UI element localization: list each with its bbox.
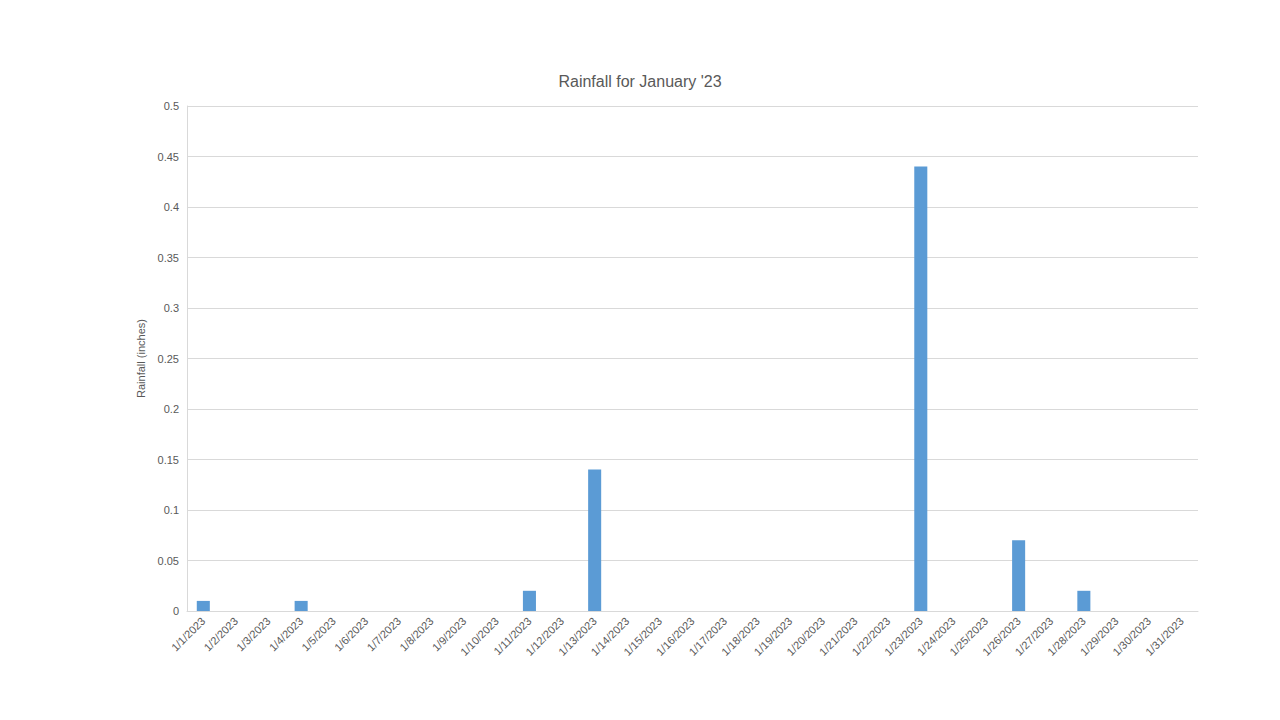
svg-text:1/12/2023: 1/12/2023 (523, 614, 567, 658)
svg-text:1/20/2023: 1/20/2023 (784, 614, 828, 658)
svg-text:1/26/2023: 1/26/2023 (979, 614, 1023, 658)
svg-text:Rainfall for January '23: Rainfall for January '23 (558, 73, 721, 90)
svg-text:0.25: 0.25 (158, 353, 179, 365)
svg-text:1/15/2023: 1/15/2023 (621, 614, 665, 658)
svg-text:1/17/2023: 1/17/2023 (686, 614, 730, 658)
svg-text:1/28/2023: 1/28/2023 (1045, 614, 1089, 658)
svg-text:1/22/2023: 1/22/2023 (849, 614, 893, 658)
svg-text:1/4/2023: 1/4/2023 (267, 615, 306, 654)
svg-text:0.1: 0.1 (164, 504, 179, 516)
svg-text:1/31/2023: 1/31/2023 (1143, 615, 1186, 658)
svg-text:0.05: 0.05 (158, 555, 179, 567)
svg-text:0.45: 0.45 (158, 151, 179, 163)
svg-text:0.2: 0.2 (164, 403, 179, 415)
svg-text:1/6/2023: 1/6/2023 (332, 615, 371, 654)
svg-text:Rainfall (inches): Rainfall (inches) (135, 319, 147, 398)
svg-text:1/29/2023: 1/29/2023 (1077, 614, 1121, 658)
svg-text:1/25/2023: 1/25/2023 (947, 614, 991, 658)
svg-text:1/13/2023: 1/13/2023 (555, 614, 599, 658)
svg-text:1/19/2023: 1/19/2023 (751, 614, 795, 658)
svg-text:1/1/2023: 1/1/2023 (169, 615, 208, 654)
svg-text:1/16/2023: 1/16/2023 (653, 614, 697, 658)
svg-text:1/14/2023: 1/14/2023 (588, 614, 632, 658)
svg-text:1/10/2023: 1/10/2023 (458, 614, 502, 658)
svg-text:0.4: 0.4 (164, 201, 179, 213)
svg-text:1/7/2023: 1/7/2023 (365, 615, 404, 654)
svg-text:1/24/2023: 1/24/2023 (914, 614, 958, 658)
svg-text:1/9/2023: 1/9/2023 (429, 614, 469, 654)
svg-text:1/27/2023: 1/27/2023 (1012, 614, 1056, 658)
svg-text:1/3/2023: 1/3/2023 (234, 615, 273, 654)
svg-text:0.5: 0.5 (164, 100, 179, 112)
svg-text:1/18/2023: 1/18/2023 (718, 614, 762, 658)
svg-text:0: 0 (173, 605, 179, 617)
svg-text:1/30/2023: 1/30/2023 (1110, 614, 1154, 658)
svg-text:1/21/2023: 1/21/2023 (816, 614, 860, 658)
svg-text:1/23/2023: 1/23/2023 (882, 614, 925, 658)
svg-text:1/2/2023: 1/2/2023 (201, 615, 240, 654)
svg-text:0.3: 0.3 (164, 302, 179, 314)
svg-text:1/8/2023: 1/8/2023 (397, 615, 436, 654)
svg-text:1/5/2023: 1/5/2023 (299, 615, 338, 654)
svg-text:0.15: 0.15 (158, 454, 179, 466)
svg-text:0.35: 0.35 (158, 252, 179, 264)
svg-text:1/11/2023: 1/11/2023 (491, 614, 534, 658)
